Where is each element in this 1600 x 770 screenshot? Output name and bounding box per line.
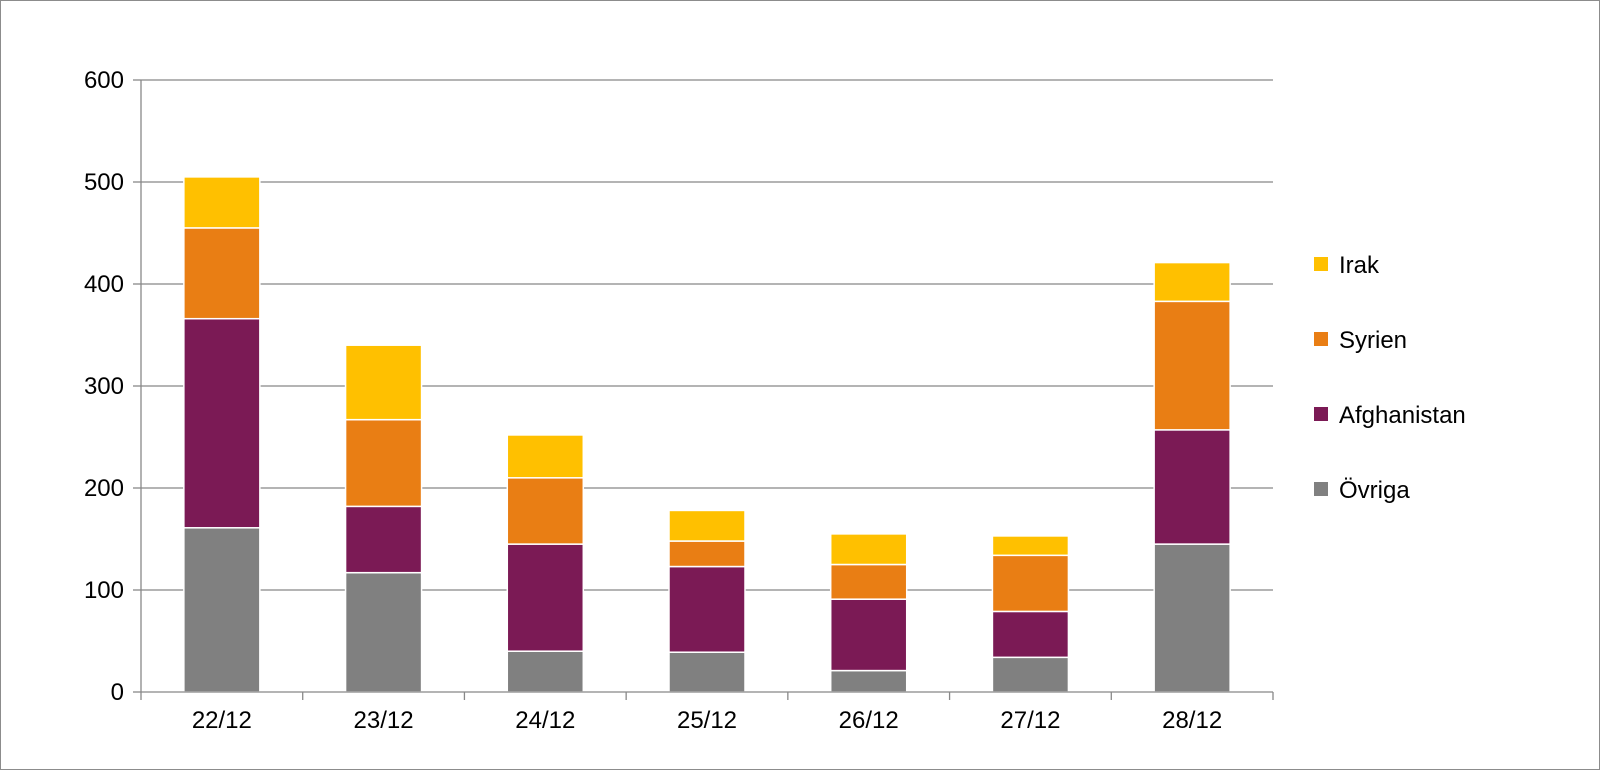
- x-tick-label: 26/12: [839, 707, 899, 734]
- bar-segment-irak: [829, 533, 908, 566]
- legend-swatch-irak: [1314, 257, 1328, 271]
- y-tick-label: 200: [84, 475, 124, 502]
- legend: Irak Syrien Afghanistan Övriga: [1314, 252, 1466, 504]
- y-tick-label: 300: [84, 373, 124, 400]
- x-tick-label: 22/12: [192, 707, 252, 734]
- bar-segment--vriga: [668, 651, 746, 693]
- bar-segment-syrien: [668, 540, 746, 568]
- legend-label--vriga: Övriga: [1339, 477, 1410, 504]
- bar-segment--vriga: [991, 656, 1070, 693]
- bar-segment--vriga: [506, 650, 585, 693]
- y-tick-label: 600: [84, 67, 124, 94]
- legend-swatch-syrien: [1314, 332, 1328, 346]
- bars: [183, 176, 1231, 693]
- bar-segment-afghanistan: [183, 317, 261, 529]
- bar-segment-irak: [506, 434, 585, 479]
- y-tick-label: 0: [111, 679, 124, 706]
- bar-segment-irak: [344, 344, 423, 421]
- legend-swatch-afghanistan: [1314, 407, 1328, 421]
- y-tick-label: 500: [84, 169, 124, 196]
- x-tick-label: 27/12: [1000, 707, 1060, 734]
- bar-segment-irak: [668, 509, 746, 542]
- y-tick-label: 100: [84, 577, 124, 604]
- bar-segment-syrien: [183, 227, 261, 320]
- bar-segment-irak: [1153, 261, 1231, 303]
- bar-segment-syrien: [506, 477, 585, 545]
- bar-segment-afghanistan: [991, 610, 1070, 659]
- bar-segment-syrien: [1153, 300, 1231, 431]
- bar-segment--vriga: [344, 571, 423, 693]
- bar-segment-afghanistan: [668, 565, 746, 653]
- x-tick-label: 28/12: [1162, 707, 1222, 734]
- legend-label-syrien: Syrien: [1339, 327, 1407, 354]
- x-tick-label: 25/12: [677, 707, 737, 734]
- bar-segment--vriga: [1153, 543, 1231, 693]
- bar-segment-irak: [183, 176, 261, 229]
- x-tick-label: 23/12: [354, 707, 414, 734]
- bar-segment-syrien: [829, 563, 908, 600]
- legend-label-afghanistan: Afghanistan: [1339, 402, 1466, 429]
- bar-segment-afghanistan: [829, 598, 908, 672]
- legend-label-irak: Irak: [1339, 252, 1380, 279]
- bar-segment-afghanistan: [506, 543, 585, 652]
- bar-segment--vriga: [829, 669, 908, 693]
- bar-segment-syrien: [344, 418, 423, 508]
- axes: 0 100 200 300 400 500 600 22/12 23/12 24/12 25/12 2…: [84, 67, 1274, 734]
- bar-segment--vriga: [183, 527, 261, 693]
- gridlines: [141, 79, 1273, 591]
- bar-segment-irak: [991, 535, 1070, 557]
- y-tick-label: 400: [84, 271, 124, 298]
- bar-segment-afghanistan: [344, 505, 423, 574]
- x-tick-label: 24/12: [515, 707, 575, 734]
- legend-swatch--vriga: [1314, 482, 1328, 496]
- bar-segment-afghanistan: [1153, 429, 1231, 545]
- bar-segment-syrien: [991, 554, 1070, 613]
